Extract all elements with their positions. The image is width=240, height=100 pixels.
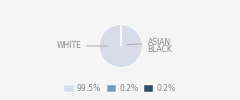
Text: WHITE: WHITE [56, 42, 107, 50]
Text: BLACK: BLACK [148, 45, 173, 54]
Legend: 99.5%, 0.2%, 0.2%: 99.5%, 0.2%, 0.2% [61, 81, 179, 96]
Text: ASIAN: ASIAN [127, 38, 171, 47]
Wedge shape [99, 25, 142, 67]
